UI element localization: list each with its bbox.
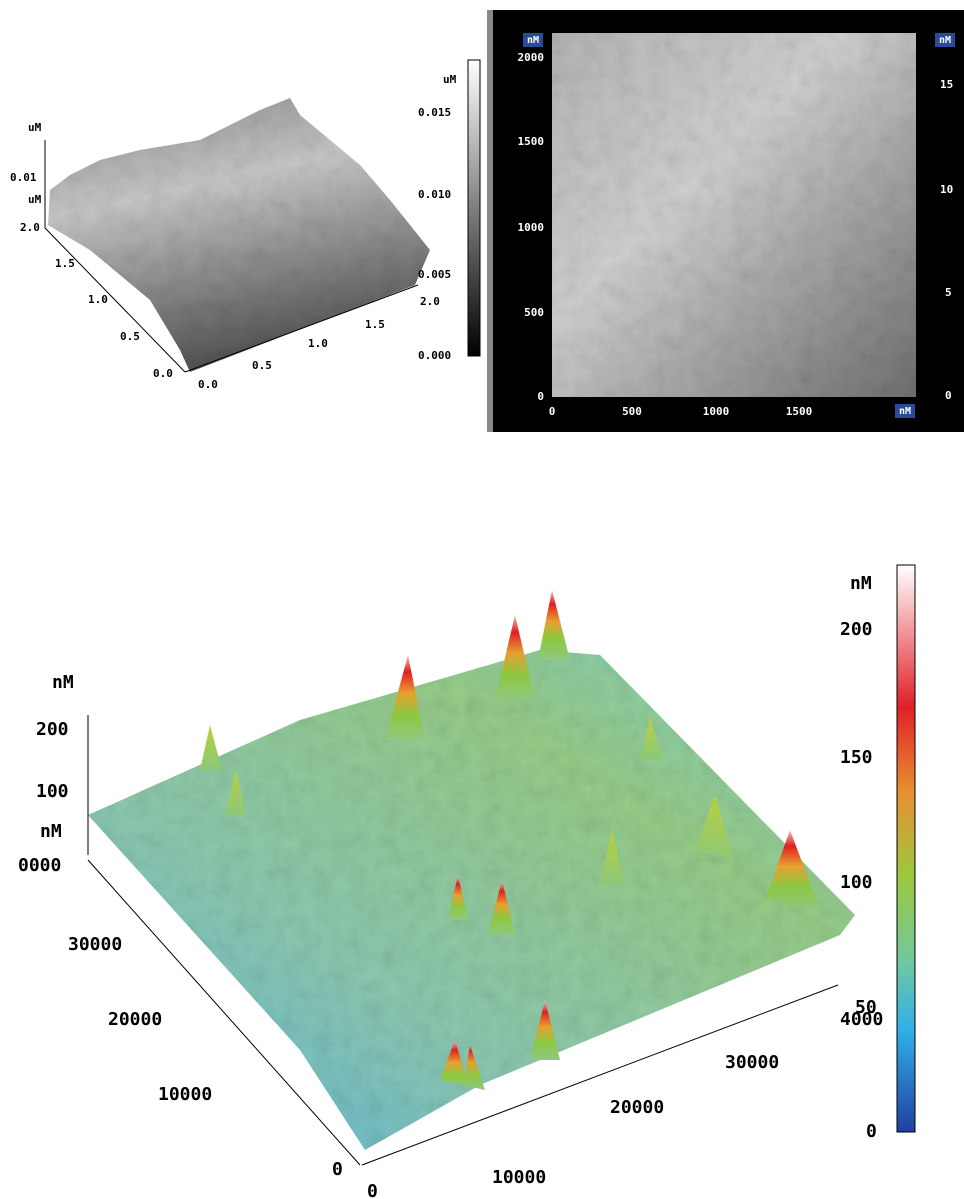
unit-label: nM: [52, 672, 74, 693]
tick-label: 10000: [492, 1167, 546, 1188]
tick-label: 0.015: [418, 106, 451, 119]
tick-label: 50: [855, 997, 877, 1018]
tick-label: 0: [367, 1181, 378, 1199]
tick-label: 200: [840, 619, 873, 640]
tick-label: 20000: [610, 1097, 664, 1118]
tick-label: 5: [945, 286, 952, 299]
surface-a: [45, 60, 480, 372]
tick-label: 100: [36, 781, 69, 802]
tick-label: 1.5: [55, 257, 75, 270]
tick-label: 10: [940, 183, 953, 196]
tick-label: 30000: [725, 1052, 779, 1073]
tick-label: 0.010: [418, 188, 451, 201]
unit-label: uM: [28, 121, 42, 134]
tick-label: 150: [840, 747, 873, 768]
tick-label: 1.0: [88, 293, 108, 306]
tick-label: 100: [840, 872, 873, 893]
tick-label: 0000: [18, 855, 61, 876]
tick-label: 0: [866, 1121, 877, 1142]
tick-label: 10000: [158, 1084, 212, 1105]
tick-label: 0.01: [10, 171, 37, 184]
tick-label: 2000: [518, 51, 545, 64]
tick-label: 2.0: [420, 295, 440, 308]
tick-label: 0.0: [153, 367, 173, 380]
panel-b-border: [487, 10, 493, 432]
tick-label: 0: [945, 389, 952, 402]
tick-label: 500: [622, 405, 642, 418]
unit-label: uM: [28, 193, 42, 206]
tick-label: 1.0: [308, 337, 328, 350]
tick-label: 0.000: [418, 349, 451, 362]
tick-label: 1000: [518, 221, 545, 234]
unit-label: nM: [40, 821, 62, 842]
tick-label: 30000: [68, 934, 122, 955]
tick-label: 20000: [108, 1009, 162, 1030]
tick-label: 0.5: [252, 359, 272, 372]
tick-label: 200: [36, 719, 69, 740]
tick-label: 0.0: [198, 378, 218, 391]
unit-label: uM: [443, 73, 457, 86]
tick-label: 0: [332, 1159, 343, 1180]
unit-label: nM: [899, 406, 911, 417]
tick-label: 0.5: [120, 330, 140, 343]
tick-label: 0: [537, 390, 544, 403]
tick-label: 0: [549, 405, 556, 418]
image-b: [552, 33, 916, 397]
tick-label: 2.0: [20, 221, 40, 234]
tick-label: 500: [524, 306, 544, 319]
tick-label: 15: [940, 78, 953, 91]
unit-label: nM: [939, 35, 951, 46]
tick-label: 1000: [703, 405, 730, 418]
tick-label: 1500: [786, 405, 813, 418]
tick-label: 1.5: [365, 318, 385, 331]
tick-label: 1500: [518, 135, 545, 148]
tick-label: 0.005: [418, 268, 451, 281]
unit-label: nM: [527, 35, 539, 46]
figure: uM 0.01 uM 2.0 1.5 1.0 0.5 0.0 0.0 0.5 1.0 1.5 2.0 uM…: [0, 0, 964, 1199]
surface-c: [88, 565, 915, 1165]
unit-label: nM: [850, 573, 872, 594]
